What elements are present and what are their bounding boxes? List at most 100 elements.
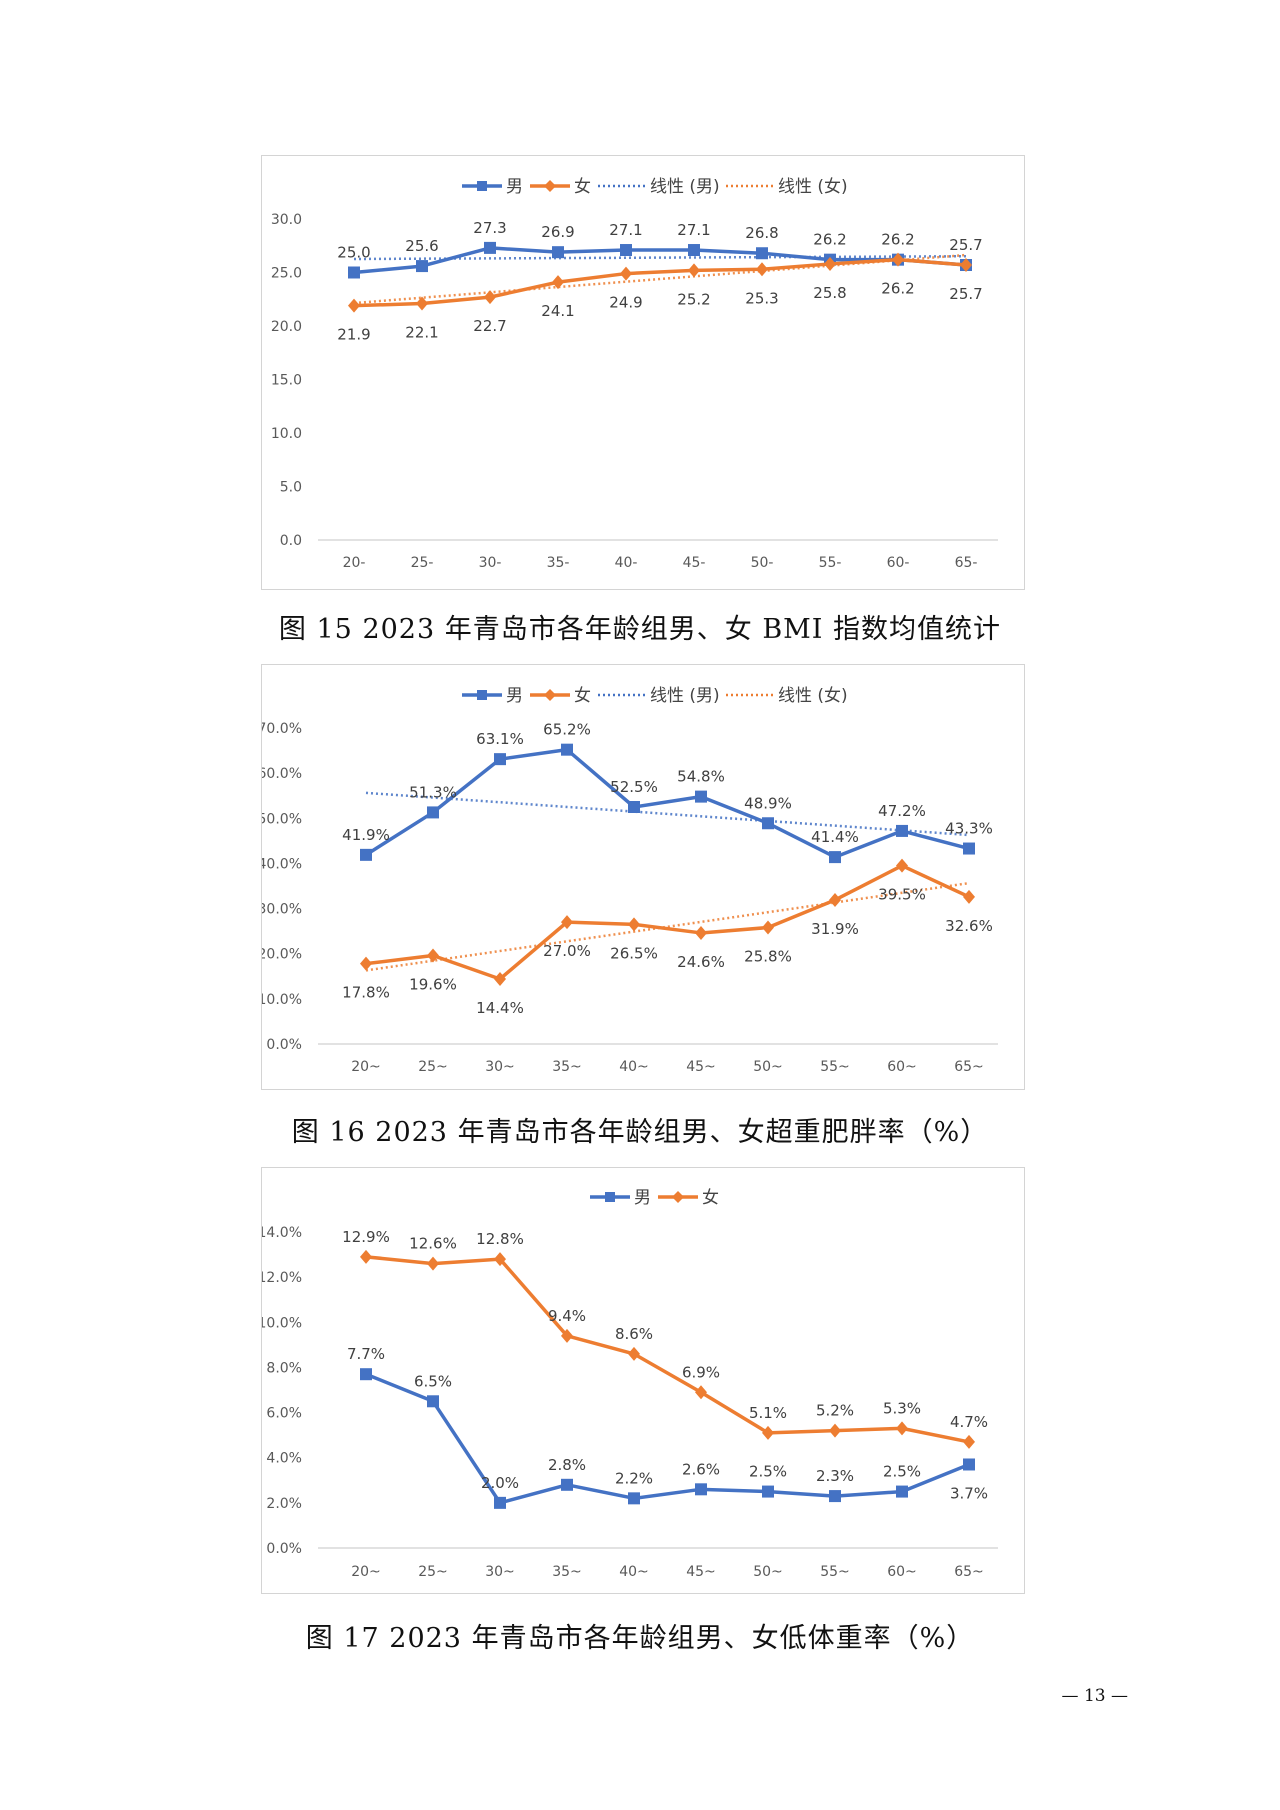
- data-label-male: 6.5%: [414, 1372, 452, 1390]
- data-label-male: 2.2%: [615, 1469, 653, 1487]
- x-tick-label: 25~: [418, 1564, 448, 1580]
- data-label-female: 19.6%: [409, 976, 457, 994]
- x-tick-label: 55~: [820, 1564, 850, 1580]
- x-tick-label: 45-: [683, 555, 706, 571]
- legend-label: 男: [506, 686, 523, 706]
- data-point-male: [348, 266, 360, 279]
- data-label-male: 51.3%: [409, 783, 457, 801]
- x-tick-label: 65~: [954, 1564, 984, 1580]
- y-tick-label: 0.0%: [266, 1541, 302, 1557]
- data-point-female: [494, 1252, 506, 1267]
- data-label-female: 21.9: [337, 326, 370, 344]
- y-tick-label: 20.0: [271, 319, 302, 335]
- data-point-male: [756, 247, 768, 260]
- legend-label: 男: [506, 177, 523, 197]
- data-label-female: 24.1: [541, 302, 574, 320]
- data-point-female: [561, 915, 573, 930]
- x-tick-label: 45~: [686, 1564, 716, 1580]
- data-point-female: [892, 252, 904, 267]
- series-line-female: [365, 1255, 970, 1444]
- y-tick-label: 70.0%: [262, 721, 302, 737]
- data-point-male: [762, 817, 774, 830]
- y-tick-label: 4.0%: [266, 1451, 302, 1467]
- data-label-male: 2.5%: [749, 1463, 787, 1481]
- data-point-female: [762, 920, 774, 935]
- data-label-female: 31.9%: [811, 920, 859, 938]
- data-point-female: [829, 892, 841, 907]
- data-point-female: [360, 956, 372, 971]
- legend-label: 男: [634, 1188, 651, 1208]
- data-label-female: 32.6%: [945, 917, 993, 935]
- x-tick-label: 35-: [547, 555, 570, 571]
- data-label-male: 7.7%: [347, 1345, 385, 1363]
- x-tick-label: 20-: [343, 555, 366, 571]
- legend-square-marker: [605, 1192, 615, 1202]
- data-point-female: [494, 971, 506, 986]
- data-point-male: [427, 806, 439, 819]
- data-label-male: 54.8%: [677, 768, 725, 786]
- data-label-male: 26.8: [745, 224, 778, 242]
- y-tick-label: 14.0%: [262, 1225, 302, 1241]
- y-tick-label: 10.0%: [262, 992, 302, 1008]
- data-label-male: 65.2%: [543, 721, 591, 739]
- chart-underweight-svg: 0.0% 2.0% 4.0% 6.0% 8.0% 10.0% 12.0% 14.0% 20~ 25…: [262, 1188, 998, 1580]
- data-label-male: 63.1%: [476, 730, 524, 748]
- legend-label: 线性 (男): [650, 177, 720, 197]
- y-tick-label: 10.0: [271, 426, 302, 442]
- data-point-female: [695, 1385, 707, 1400]
- y-tick-label: 20.0%: [262, 947, 302, 963]
- data-point-male: [427, 1395, 439, 1408]
- data-label-male: 47.2%: [878, 802, 926, 820]
- y-tick-label: 8.0%: [266, 1360, 302, 1376]
- x-tick-label: 65-: [955, 555, 978, 571]
- data-point-male: [688, 244, 700, 257]
- x-tick-label: 35~: [552, 1564, 582, 1580]
- x-tick-label: 30~: [485, 1059, 515, 1075]
- data-point-female: [427, 948, 439, 963]
- legend-square-marker: [477, 690, 487, 700]
- data-label-male: 43.3%: [945, 820, 993, 838]
- data-label-female: 6.9%: [682, 1363, 720, 1381]
- data-point-female: [427, 1256, 439, 1271]
- x-tick-label: 50~: [753, 1059, 783, 1075]
- data-label-female: 22.7: [473, 317, 506, 335]
- x-tick-label: 40~: [619, 1059, 649, 1075]
- data-point-male: [963, 842, 975, 855]
- data-point-male: [360, 1368, 372, 1381]
- data-label-female: 4.7%: [950, 1413, 988, 1431]
- data-label-female: 22.1: [405, 324, 438, 342]
- data-label-female: 24.9: [609, 294, 642, 312]
- x-tick-label: 55-: [819, 555, 842, 571]
- data-label-male: 27.1: [677, 221, 710, 239]
- data-point-female: [963, 889, 975, 904]
- caption-figure-15: 图 15 2023 年青岛市各年龄组男、女 BMI 指数均值统计: [278, 614, 1002, 645]
- data-label-female: 5.2%: [816, 1402, 854, 1420]
- x-tick-label: 40-: [615, 555, 638, 571]
- data-point-female: [416, 296, 428, 311]
- data-point-female: [628, 917, 640, 932]
- data-label-female: 26.5%: [610, 944, 658, 962]
- legend-item: 线性 (男): [598, 177, 720, 197]
- data-point-male: [896, 824, 908, 837]
- data-label-male: 41.9%: [342, 826, 390, 844]
- y-tick-label: 2.0%: [266, 1496, 302, 1512]
- y-tick-label: 10.0%: [262, 1315, 302, 1331]
- data-label-female: 24.6%: [677, 953, 725, 971]
- trendline-female: [365, 881, 970, 972]
- data-label-female: 25.8%: [744, 948, 792, 966]
- series-line-female: [365, 863, 970, 981]
- data-point-female: [829, 1423, 841, 1438]
- data-point-male: [360, 848, 372, 861]
- y-tick-label: 50.0%: [262, 811, 302, 827]
- data-point-female: [348, 298, 360, 313]
- legend-item: 线性 (男): [598, 686, 720, 706]
- x-tick-label: 25~: [418, 1059, 448, 1075]
- data-label-female: 12.6%: [409, 1235, 457, 1253]
- data-label-female: 17.8%: [342, 984, 390, 1002]
- x-tick-label: 40~: [619, 1564, 649, 1580]
- x-tick-label: 30-: [479, 555, 502, 571]
- legend-item: 女: [530, 177, 591, 197]
- data-point-female: [695, 925, 707, 940]
- x-tick-label: 45~: [686, 1059, 716, 1075]
- y-tick-label: 30.0: [271, 212, 302, 228]
